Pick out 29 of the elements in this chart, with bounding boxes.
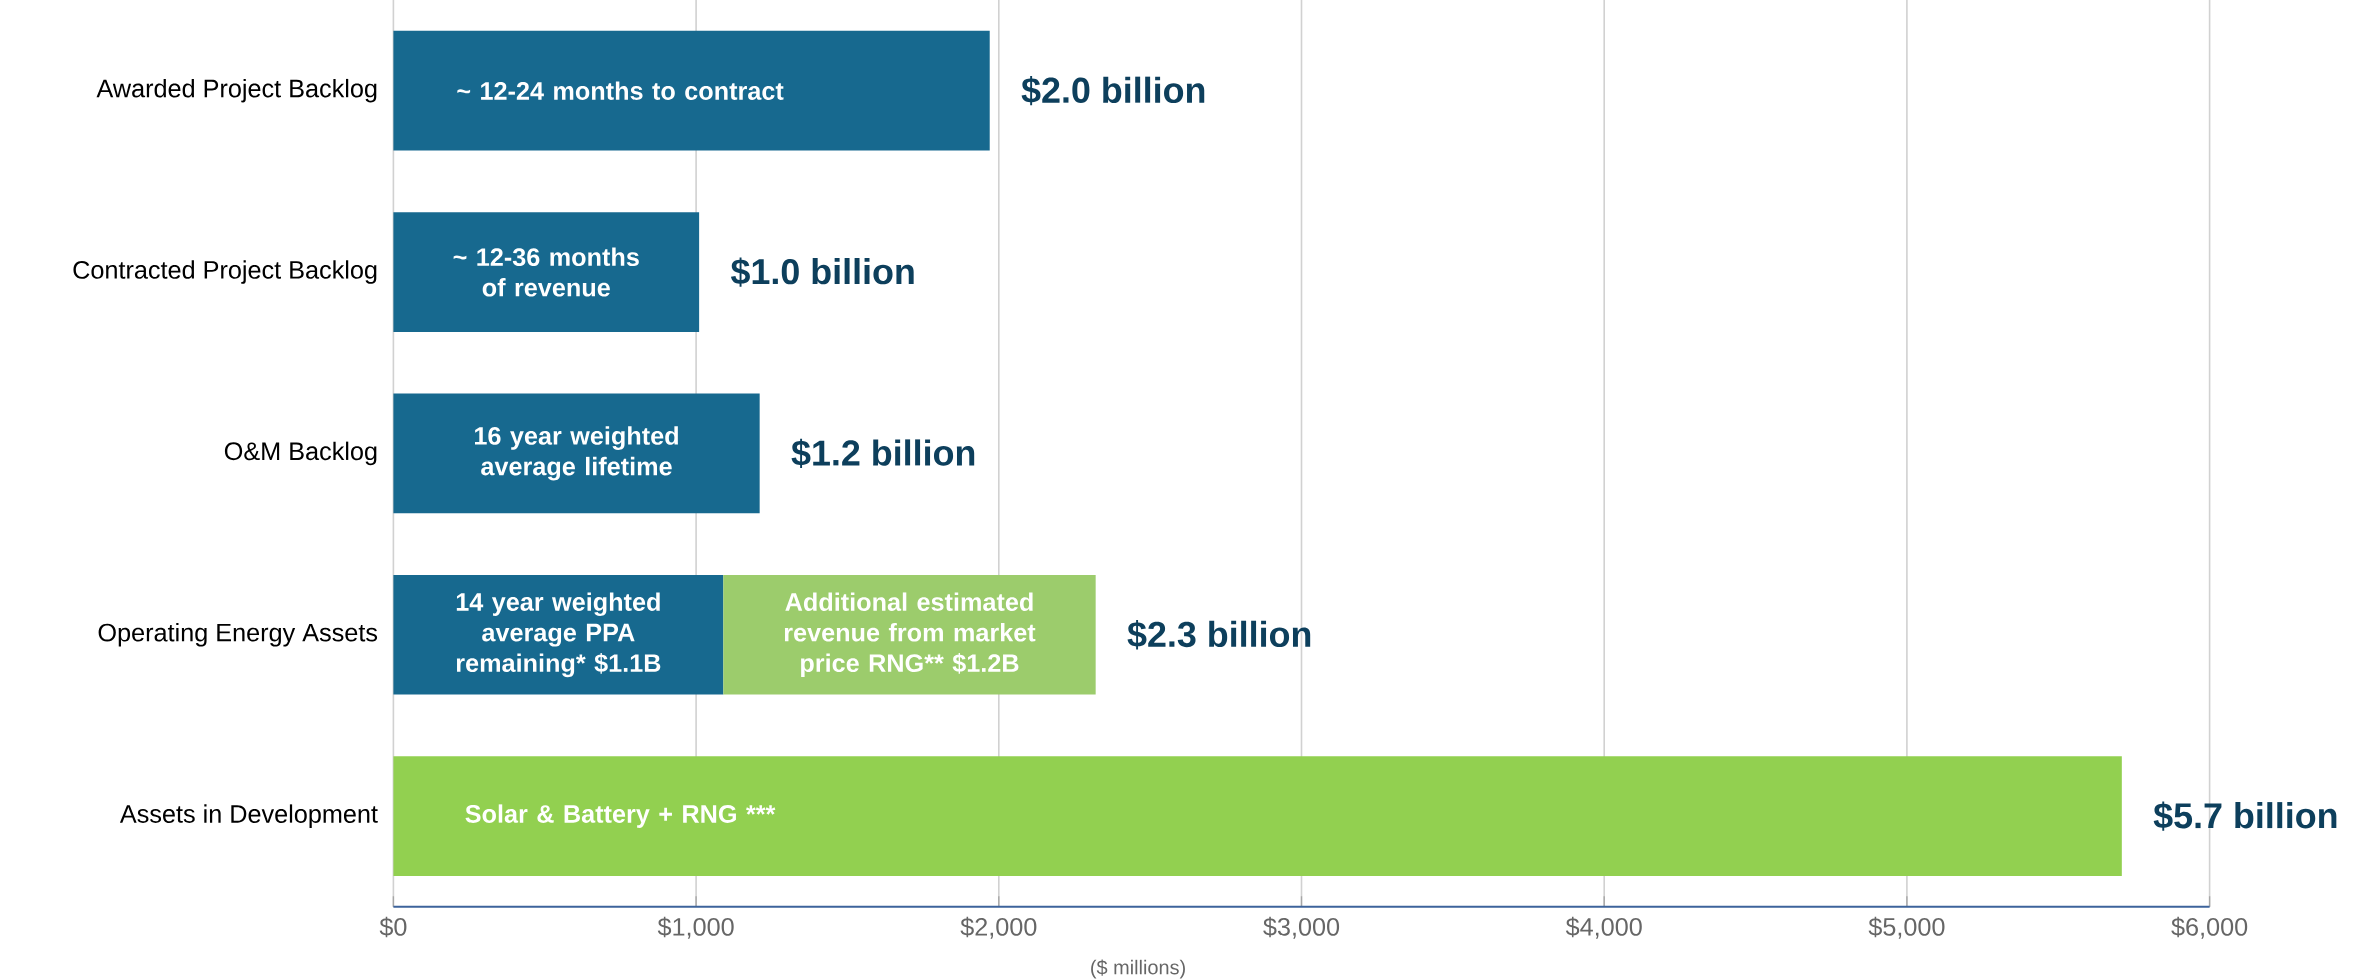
annotation: ~ 12-36 months of revenue [453, 247, 639, 297]
total-label: $1.0 billion [730, 257, 914, 287]
annotation: 16 year weighted average lifetime [475, 426, 678, 481]
y-tick-label: O&M Backlog [224, 441, 377, 466]
y-tick-label: Operating Energy Assets [98, 623, 378, 647]
annotation: ~ 12-24 months to contract [457, 81, 784, 101]
x-tick-label: $0 [379, 916, 407, 938]
y-tick-label: Contracted Project Backlog [73, 260, 377, 284]
x-axis-title: ($ millions) [1091, 959, 1185, 979]
total-label: $1.2 billion [791, 438, 975, 469]
total-label: $2.3 billion [1127, 620, 1311, 650]
total-label: $2.0 billion [1021, 76, 1205, 106]
x-tick-label: $5,000 [1868, 916, 1945, 939]
y-tick-label: Awarded Project Backlog [96, 79, 377, 103]
total-label: $5.7 billion [2153, 801, 2337, 831]
bar [393, 756, 2122, 877]
bar [393, 393, 760, 514]
x-tick-label: $3,000 [1263, 916, 1340, 939]
y-tick-label: Assets in Development [119, 804, 378, 828]
bar [393, 575, 724, 695]
x-tick-label: $6,000 [2171, 916, 2248, 939]
bar [393, 212, 700, 332]
bar [393, 30, 990, 151]
x-tick-label: $2,000 [960, 916, 1037, 939]
x-tick-label: $4,000 [1565, 916, 1642, 939]
annotation: 14 year weighted average PPA remaining* $1.1B [456, 592, 661, 678]
annotation: Solar & Battery + RNG *** [465, 804, 776, 828]
x-tick-label: $1,000 [657, 916, 734, 939]
annotation: Additional estimated revenue from market price RNG** $1.2B [784, 592, 1036, 678]
